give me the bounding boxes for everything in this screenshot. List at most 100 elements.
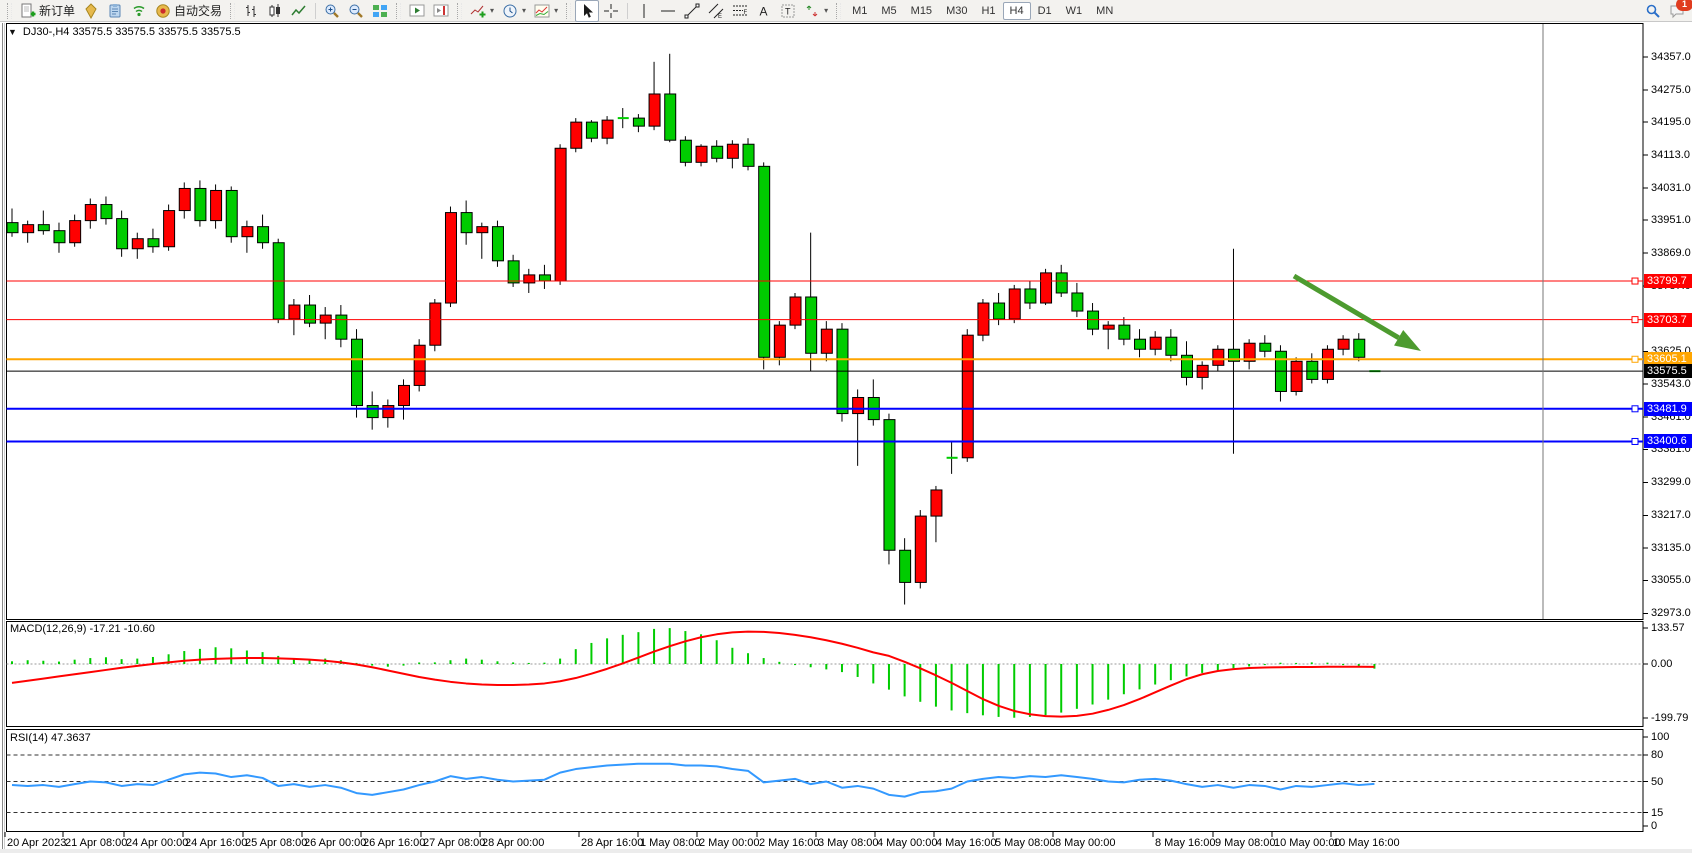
candle-body xyxy=(398,384,410,407)
candle-body xyxy=(1165,336,1178,356)
candle-body xyxy=(632,117,645,127)
vertical-line-tool-button[interactable] xyxy=(632,0,656,22)
candle-body xyxy=(711,145,724,159)
zoom-out-button[interactable] xyxy=(344,0,368,22)
candle-body xyxy=(977,302,990,336)
trendline-icon xyxy=(684,3,700,19)
auto-trading-button[interactable]: 自动交易 xyxy=(151,0,226,22)
candle-body xyxy=(116,218,129,250)
toolbar-grip[interactable] xyxy=(836,2,842,19)
candle-body xyxy=(84,204,97,222)
candle-body xyxy=(899,549,912,583)
candle-body xyxy=(444,212,457,304)
candle-body xyxy=(1259,342,1272,352)
svg-text:E: E xyxy=(718,14,722,19)
signals-button[interactable] xyxy=(127,0,151,22)
timeframe-mn-button[interactable]: MN xyxy=(1096,4,1114,17)
candle-body xyxy=(366,405,379,419)
horizontal-line-tool-button[interactable] xyxy=(656,0,680,22)
line-handle[interactable] xyxy=(1631,405,1639,413)
text-label-tool-button[interactable]: T xyxy=(776,0,800,22)
timeframe-h4-button[interactable]: H4 xyxy=(1002,1,1031,20)
market-watch-button[interactable] xyxy=(103,0,127,22)
crosshair-icon xyxy=(603,3,619,19)
fibonacci-tool-button[interactable]: F xyxy=(728,0,752,22)
toolbar-grip[interactable] xyxy=(566,2,572,19)
candle-body xyxy=(1134,338,1147,350)
fibonacci-icon: F xyxy=(732,3,748,19)
channel-tool-button[interactable]: E xyxy=(704,0,728,22)
cursor-icon xyxy=(579,3,595,19)
crosshair-tool-button[interactable] xyxy=(599,0,623,22)
history-center-button[interactable] xyxy=(79,0,103,22)
candle-body xyxy=(883,419,896,551)
periods-button[interactable]: ▾ xyxy=(498,0,530,22)
candle-body xyxy=(241,226,254,238)
candle-body xyxy=(476,226,489,234)
toolbar-grip[interactable] xyxy=(396,2,402,19)
text-label-icon: T xyxy=(780,3,796,19)
candle-body xyxy=(210,189,223,222)
line-handle[interactable] xyxy=(1631,316,1639,324)
notifications-button[interactable]: 1 xyxy=(1665,0,1692,22)
candlestick-button[interactable] xyxy=(263,0,287,22)
tile-windows-button[interactable] xyxy=(368,0,392,22)
timeframe-m30-button[interactable]: M30 xyxy=(946,4,968,17)
ohlc-bars-button[interactable] xyxy=(239,0,263,22)
search-button[interactable] xyxy=(1641,0,1665,22)
toolbar-grip[interactable] xyxy=(457,2,463,19)
chevron-down-icon: ▾ xyxy=(490,6,495,15)
candle-body xyxy=(679,139,692,163)
timeframe-m15-button[interactable]: M15 xyxy=(910,4,933,17)
candle-body xyxy=(742,143,755,167)
candle-body xyxy=(805,296,818,354)
line-handle[interactable] xyxy=(1631,277,1639,285)
candle-body xyxy=(1071,292,1084,312)
timeframe-m5-button[interactable]: M5 xyxy=(881,4,897,17)
candle-body xyxy=(1040,272,1053,304)
macd-indicator-label: MACD(12,26,9) -17.21 -10.60 xyxy=(10,623,155,635)
candle-body xyxy=(1243,342,1256,362)
candle-body xyxy=(523,274,536,284)
new-order-button[interactable]: 新订单 xyxy=(16,0,79,22)
candle-body xyxy=(1321,348,1334,380)
auto-scroll-button[interactable] xyxy=(405,0,429,22)
candle-body xyxy=(335,314,348,340)
line-handle[interactable] xyxy=(1631,437,1639,445)
timeframe-m1-button[interactable]: M1 xyxy=(852,4,868,17)
candle-body xyxy=(1118,324,1131,340)
timeframe-d1-button[interactable]: D1 xyxy=(1037,4,1052,17)
rsi-panel xyxy=(6,729,1644,832)
line-chart-button[interactable] xyxy=(287,0,311,22)
toolbar-grip[interactable] xyxy=(7,2,12,19)
candle-body xyxy=(460,212,473,234)
candle-body xyxy=(1212,348,1225,366)
candle-body xyxy=(100,204,113,220)
svg-text:T: T xyxy=(785,6,791,16)
candle-body xyxy=(131,238,144,250)
toolbar-grip[interactable] xyxy=(230,2,236,19)
cursor-tool-button[interactable] xyxy=(575,0,600,22)
candle-body xyxy=(288,304,301,320)
indicators-button[interactable]: ▾ xyxy=(466,0,498,22)
chart-title: ▼ DJ30-,H4 33575.5 33575.5 33575.5 33575.… xyxy=(8,26,241,38)
candle-body xyxy=(37,224,50,232)
line-handle[interactable] xyxy=(1631,355,1639,363)
collapse-icon[interactable]: ▼ xyxy=(8,27,17,37)
timeframe-w1-button[interactable]: W1 xyxy=(1065,4,1083,17)
trendline-tool-button[interactable] xyxy=(680,0,704,22)
templates-button[interactable]: ▾ xyxy=(530,0,562,22)
chart-shift-button[interactable] xyxy=(429,0,453,22)
candle-body xyxy=(507,260,520,284)
trend-arrow-annotation[interactable] xyxy=(1292,273,1400,340)
timeframe-h1-button[interactable]: H1 xyxy=(981,4,996,17)
candle-body xyxy=(1102,324,1115,330)
zoom-in-button[interactable] xyxy=(320,0,344,22)
line-chart-icon xyxy=(291,3,307,19)
trend-arrow-head[interactable] xyxy=(1394,330,1421,351)
text-tool-button[interactable]: A xyxy=(752,0,776,22)
arrows-tool-button[interactable]: ▾ xyxy=(800,0,832,22)
gold-gem-icon xyxy=(83,2,99,19)
text-icon: A xyxy=(756,3,772,19)
